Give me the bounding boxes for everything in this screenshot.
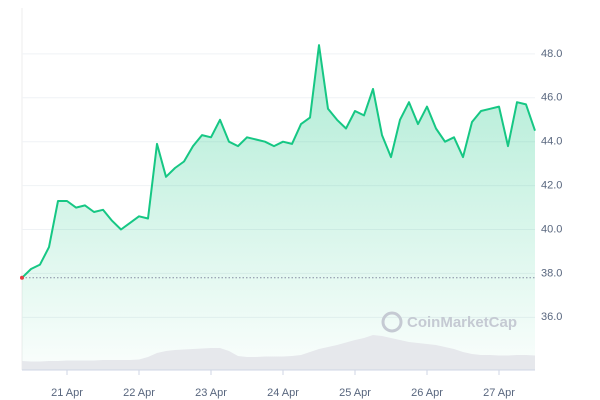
y-tick-label: 46.0	[541, 92, 562, 104]
y-tick-label: 42.0	[541, 180, 562, 192]
x-tick-label: 23 Apr	[195, 387, 227, 399]
price-line	[21, 44, 536, 279]
x-tick-label: 27 Apr	[483, 387, 515, 399]
volume-area	[22, 335, 535, 370]
x-tick-label: 24 Apr	[267, 387, 299, 399]
y-tick-label: 38.0	[541, 267, 562, 279]
y-tick-label: 36.0	[541, 311, 562, 323]
x-tick-label: 22 Apr	[123, 387, 155, 399]
y-tick-label: 44.0	[541, 136, 562, 148]
price-area	[22, 45, 535, 370]
y-tick-label: 40.0	[541, 223, 562, 235]
watermark-logo: CoinMarketCap	[381, 311, 517, 333]
x-tick-label: 25 Apr	[339, 387, 371, 399]
watermark: CoinMarketCap	[407, 314, 517, 331]
x-tick-label: 26 Apr	[411, 387, 443, 399]
x-tick-label: 21 Apr	[51, 387, 83, 399]
plot	[20, 44, 536, 370]
start-point	[20, 275, 24, 280]
y-tick-label: 48.0	[541, 48, 562, 60]
